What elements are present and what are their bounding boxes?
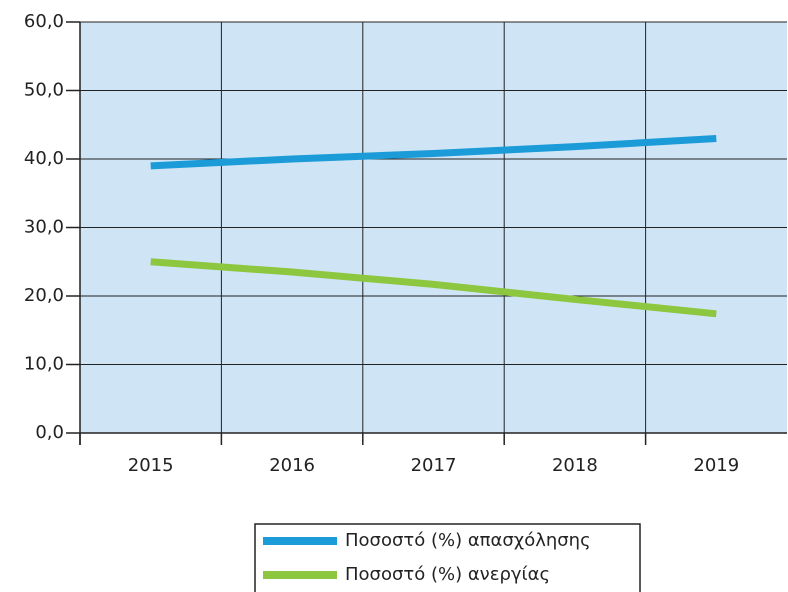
y-tick-label: 20,0 bbox=[24, 285, 64, 306]
legend-box bbox=[254, 523, 641, 592]
y-tick-label: 50,0 bbox=[24, 80, 64, 101]
legend-label: Ποσοστό (%) απασχόλησης bbox=[345, 530, 591, 551]
x-tick-label: 2019 bbox=[693, 455, 739, 476]
y-tick-label: 60,0 bbox=[24, 11, 64, 32]
y-tick-label: 30,0 bbox=[24, 217, 64, 238]
x-tick-label: 2017 bbox=[411, 455, 457, 476]
legend-label: Ποσοστό (%) ανεργίας bbox=[345, 564, 550, 585]
series-line bbox=[150, 134, 717, 170]
y-tick-label: 10,0 bbox=[24, 354, 64, 375]
x-tick-label: 2016 bbox=[269, 455, 315, 476]
series-line bbox=[150, 258, 717, 318]
y-tick-label: 40,0 bbox=[24, 148, 64, 169]
legend: Ποσοστό (%) απασχόλησης Ποσοστό (%) ανεργ… bbox=[254, 523, 641, 592]
x-tick-label: 2015 bbox=[128, 455, 174, 476]
y-tick-label: 0,0 bbox=[35, 422, 64, 443]
x-tick-label: 2018 bbox=[552, 455, 598, 476]
